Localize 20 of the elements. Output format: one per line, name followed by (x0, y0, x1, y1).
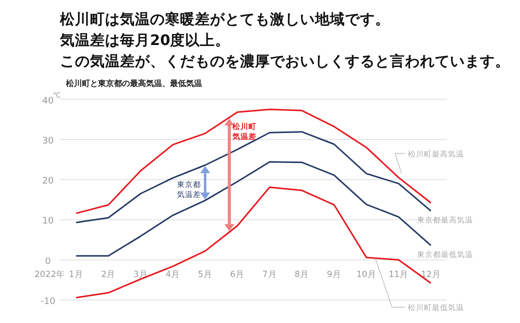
y-tick-label: -10 (40, 297, 56, 307)
y-tick-label: 30 (42, 136, 54, 146)
x-tick-label: 4月 (166, 270, 180, 280)
x-axis-title: 2022年 (34, 268, 66, 280)
y-tick-label: 40 (42, 96, 54, 106)
x-tick-label: 12月 (420, 270, 441, 280)
x-tick-label: 6月 (230, 270, 245, 280)
x-tick-label: 1月 (68, 270, 84, 280)
x-tick-label: 11月 (388, 270, 409, 280)
x-tick-label: 7月 (262, 270, 277, 280)
chart-title: 松川町は気温の寒暖差がとても激しい地域です。気温差は毎月20度以上。この気温差が、くだものを濃厚でおいしくすると言われています。 (59, 10, 510, 70)
y-tick-label: 0 (45, 256, 52, 267)
x-tick-label: 10月 (356, 270, 376, 280)
x-tick-label: 9月 (326, 270, 342, 280)
chart-subtitle: 松川町と東京都の最高気温、最低気温 (65, 78, 202, 88)
x-tick-label: 8月 (294, 270, 310, 280)
y-tick-label: 20 (42, 176, 54, 187)
x-tick-label: 2月 (101, 270, 116, 280)
y-tick-label: 10 (42, 216, 54, 227)
x-tick-label: 5月 (198, 270, 212, 280)
